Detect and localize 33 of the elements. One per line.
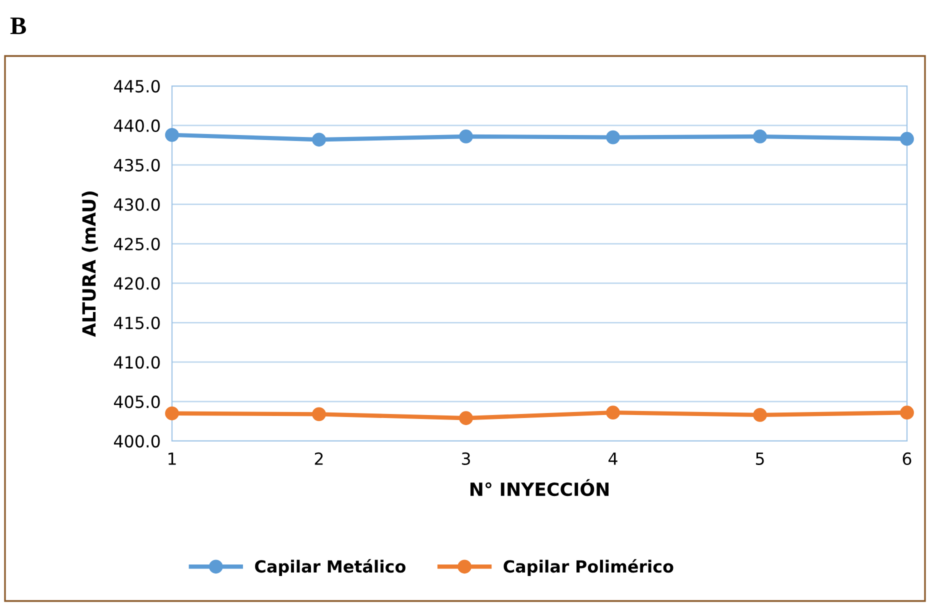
point bbox=[312, 407, 326, 422]
y-tick-label: 435.0 bbox=[114, 158, 160, 172]
point bbox=[165, 406, 179, 420]
point bbox=[606, 406, 620, 420]
legend-label: Capilar Polimérico bbox=[504, 559, 674, 576]
point bbox=[459, 130, 473, 144]
x-tick-label: 5 bbox=[756, 452, 764, 466]
point bbox=[900, 132, 914, 146]
y-tick-label: 415.0 bbox=[114, 316, 160, 330]
y-tick-label: 440.0 bbox=[114, 119, 160, 132]
y-tick-label: 410.0 bbox=[114, 356, 160, 369]
x-tick-label: 1 bbox=[168, 452, 176, 465]
point bbox=[312, 132, 326, 147]
x-tick-label: 3 bbox=[462, 452, 470, 466]
point bbox=[753, 130, 767, 144]
y-tick-label: 400.0 bbox=[114, 434, 160, 448]
x-tick-label: 2 bbox=[314, 452, 323, 465]
point bbox=[606, 130, 620, 144]
y-tick-label: 425.0 bbox=[114, 238, 160, 250]
y-tick-label: 430.0 bbox=[114, 198, 160, 211]
point bbox=[165, 128, 179, 142]
y-tick-label: 445.0 bbox=[114, 80, 160, 93]
point bbox=[900, 406, 914, 420]
x-axis-title: N° INYECCIÓN bbox=[470, 479, 609, 496]
y-tick-label: 405.0 bbox=[114, 396, 160, 408]
y-axis-title: ALTURA (mAU) bbox=[82, 192, 98, 337]
x-tick-label: 4 bbox=[608, 452, 618, 465]
point bbox=[459, 411, 473, 426]
text: B bbox=[10, 18, 26, 34]
x-tick-label: 6 bbox=[902, 452, 912, 466]
point bbox=[753, 408, 767, 422]
y-tick-label: 420.0 bbox=[114, 277, 160, 290]
legend-label: Capilar Metálico bbox=[255, 559, 406, 576]
